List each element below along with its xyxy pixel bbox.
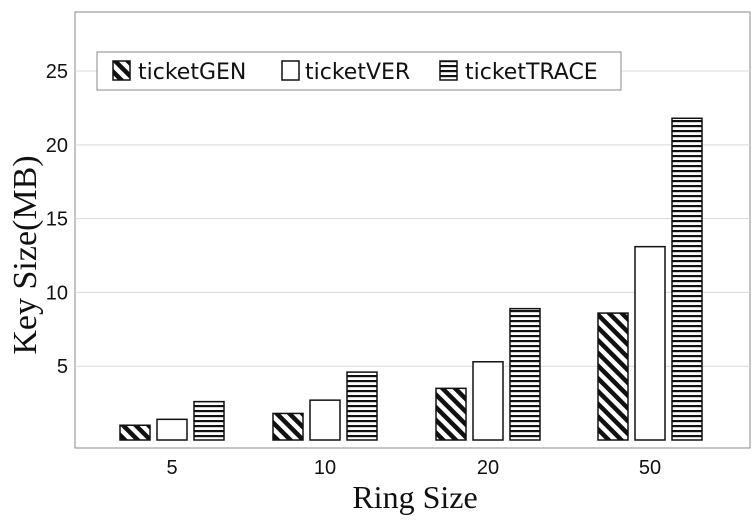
legend-swatch-ticketGEN	[112, 60, 131, 81]
bar-ticketTRACE-5	[193, 400, 225, 441]
bar-ticketGEN-5	[119, 424, 151, 441]
legend-swatch-ticketVER	[281, 60, 300, 81]
bar-ticketGEN-50	[597, 312, 629, 441]
x-tick-label: 5	[166, 457, 177, 479]
legend-swatch-ticketTRACE	[439, 60, 458, 81]
y-tick-label: 5	[57, 356, 68, 378]
x-tick-label: 10	[314, 457, 336, 479]
legend-label-ticketTRACE: ticketTRACE	[465, 60, 598, 85]
bar-ticketTRACE-10	[346, 371, 378, 441]
bar-ticketVER-20	[472, 361, 504, 441]
x-tick-label: 20	[477, 457, 499, 479]
legend-box	[96, 51, 622, 91]
legend-label-ticketGEN: ticketGEN	[138, 60, 246, 85]
bar-ticketVER-10	[309, 399, 341, 441]
y-axis-label: Key Size(MB)	[7, 155, 44, 354]
y-tick-label: 25	[46, 61, 68, 83]
bar-ticketVER-50	[634, 245, 666, 441]
y-tick-label: 15	[46, 209, 68, 231]
legend-label-ticketVER: ticketVER	[305, 60, 410, 85]
x-axis-label: Ring Size	[352, 479, 477, 515]
bars	[119, 117, 703, 441]
bar-ticketVER-5	[156, 418, 188, 441]
legend: ticketGEN ticketVER ticketTRACE	[96, 51, 622, 91]
y-tick-label: 10	[46, 282, 68, 304]
x-tick-labels: 5 10 20 50	[166, 457, 661, 479]
bar-ticketGEN-20	[435, 387, 467, 441]
y-tick-labels: 5 10 15 20 25	[46, 61, 68, 378]
plot-frame	[74, 11, 751, 449]
y-tick-label: 20	[46, 135, 68, 157]
bar-ticketGEN-10	[272, 412, 304, 441]
bar-ticketTRACE-20	[509, 307, 541, 441]
bar-ticketTRACE-50	[671, 117, 703, 441]
x-tick-label: 50	[639, 457, 661, 479]
